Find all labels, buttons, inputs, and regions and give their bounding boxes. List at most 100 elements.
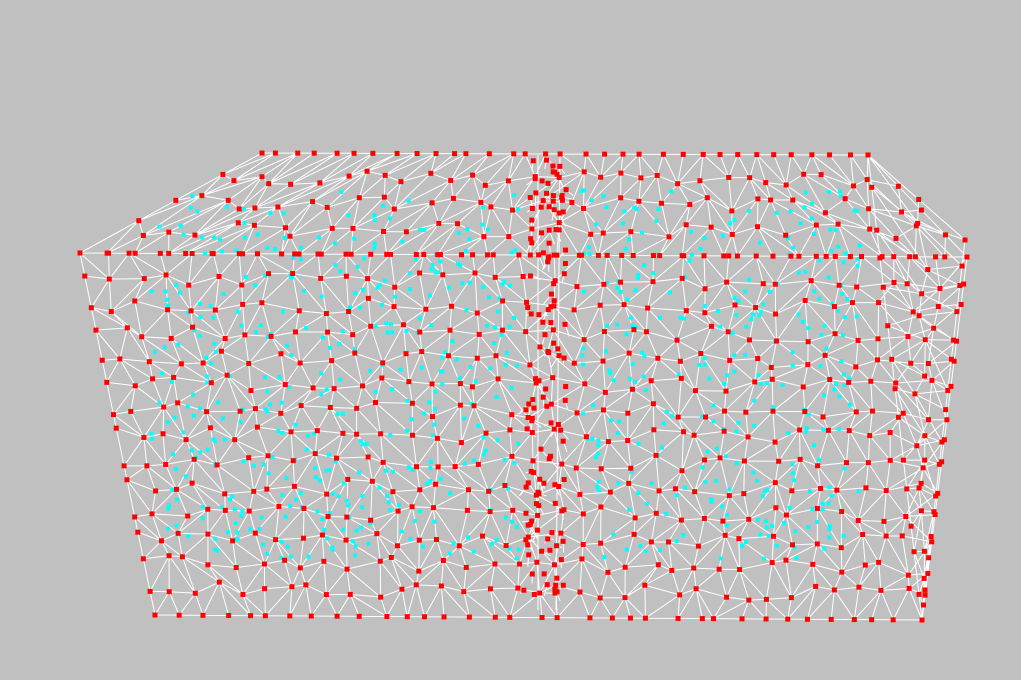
interior-node: [166, 527, 170, 531]
interior-node: [422, 411, 426, 415]
interior-node: [410, 417, 414, 421]
surface-node: [866, 153, 871, 158]
surface-node: [365, 276, 370, 281]
surface-node: [537, 591, 542, 596]
interior-node: [391, 470, 395, 474]
interior-node: [341, 528, 345, 532]
surface-node: [279, 251, 284, 256]
interior-node: [400, 240, 404, 244]
surface-node: [598, 595, 603, 600]
surface-node: [259, 174, 264, 179]
surface-node: [923, 588, 928, 593]
surface-node: [132, 298, 137, 303]
interior-node: [405, 429, 409, 433]
interior-node: [440, 382, 444, 386]
interior-node: [264, 407, 268, 411]
interior-node: [510, 386, 514, 390]
surface-node: [891, 280, 896, 285]
interior-node: [209, 304, 213, 308]
interior-node: [149, 289, 153, 293]
interior-node: [407, 199, 411, 203]
interior-node: [179, 224, 183, 228]
surface-node: [231, 178, 236, 183]
surface-node: [335, 614, 340, 619]
surface-node: [184, 437, 189, 442]
surface-node: [295, 151, 300, 156]
interior-node: [837, 427, 841, 431]
interior-node: [810, 507, 814, 511]
surface-node: [692, 489, 697, 494]
surface-node: [727, 358, 732, 363]
interior-node: [642, 263, 646, 267]
surface-node: [392, 285, 397, 290]
interior-node: [175, 523, 179, 527]
interior-node: [400, 529, 404, 533]
surface-node: [128, 409, 133, 414]
surface-node: [815, 506, 820, 511]
surface-node: [483, 183, 488, 188]
interior-node: [216, 400, 220, 404]
surface-node: [481, 234, 486, 239]
surface-node: [605, 253, 610, 258]
interior-node: [819, 333, 823, 337]
surface-node: [220, 172, 225, 177]
interior-node: [759, 310, 763, 314]
surface-node: [193, 591, 198, 596]
surface-node: [217, 580, 222, 585]
surface-node: [507, 427, 512, 432]
surface-node: [907, 254, 912, 259]
interior-node: [201, 505, 205, 509]
interior-node: [761, 494, 765, 498]
interior-node: [220, 249, 224, 253]
interior-node: [421, 545, 425, 549]
surface-node: [266, 181, 271, 186]
surface-node: [139, 334, 144, 339]
interior-node: [594, 455, 598, 459]
surface-node: [905, 334, 910, 339]
interior-node: [418, 316, 422, 320]
surface-node: [563, 261, 568, 266]
surface-node: [366, 296, 371, 301]
interior-node: [510, 520, 514, 524]
interior-node: [488, 366, 492, 370]
surface-node: [535, 513, 540, 518]
interior-node: [651, 271, 655, 275]
surface-node: [656, 562, 661, 567]
surface-node: [587, 615, 592, 620]
interior-node: [714, 479, 718, 483]
surface-node: [619, 253, 624, 258]
surface-node: [561, 583, 566, 588]
interior-node: [280, 401, 284, 405]
interior-node: [429, 323, 433, 327]
interior-node: [487, 295, 491, 299]
surface-node: [276, 504, 281, 509]
surface-node: [163, 462, 168, 467]
interior-node: [839, 194, 843, 198]
surface-node: [546, 350, 551, 355]
surface-node: [417, 538, 422, 543]
surface-node: [627, 351, 632, 356]
interior-node: [504, 363, 508, 367]
interior-node: [386, 331, 390, 335]
interior-node: [352, 237, 356, 241]
surface-node: [458, 381, 463, 386]
surface-node: [506, 234, 511, 239]
surface-node: [657, 488, 662, 493]
interior-node: [722, 382, 726, 386]
interior-node: [732, 353, 736, 357]
interior-node: [827, 485, 831, 489]
surface-node: [545, 259, 550, 264]
interior-node: [644, 388, 648, 392]
surface-node: [720, 519, 725, 524]
surface-node: [529, 311, 534, 316]
surface-node: [850, 300, 855, 305]
surface-node: [435, 436, 440, 441]
interior-node: [293, 423, 297, 427]
surface-node: [344, 538, 349, 543]
surface-node: [789, 488, 794, 493]
surface-node: [321, 559, 326, 564]
surface-node: [649, 539, 654, 544]
surface-node: [729, 208, 734, 213]
interior-node: [768, 290, 772, 294]
interior-node: [642, 374, 646, 378]
